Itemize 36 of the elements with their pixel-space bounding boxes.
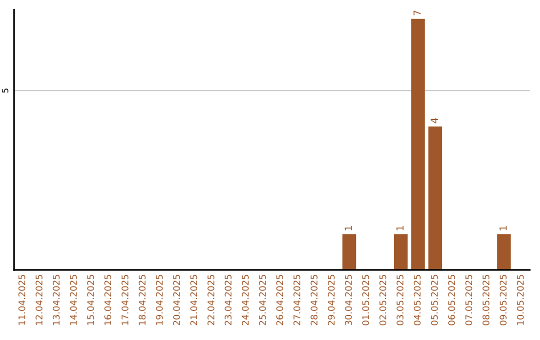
x-tick-label: 15.04.2025 bbox=[87, 274, 94, 325]
x-tick-label: 11.04.2025 bbox=[18, 274, 26, 325]
x-tick-label: 14.04.2025 bbox=[70, 274, 77, 325]
data-label: 1 bbox=[500, 226, 507, 230]
x-tick-label: 18.04.2025 bbox=[138, 274, 146, 325]
x-tick-label: 22.04.2025 bbox=[208, 274, 214, 326]
x-tick-label: 17.04.2025 bbox=[122, 274, 128, 325]
x-tick-label: 24.04.2025 bbox=[242, 274, 249, 326]
x-tick-label: 25.04.2025 bbox=[259, 274, 266, 326]
data-label: 1 bbox=[344, 226, 352, 230]
data-label: 1 bbox=[396, 226, 404, 230]
x-tick-label: 01.05.2025 bbox=[362, 274, 370, 326]
x-tick-label: 03.05.2025 bbox=[396, 274, 404, 326]
x-tick-label: 12.04.2025 bbox=[36, 274, 42, 325]
x-tick-label: 06.05.2025 bbox=[448, 274, 456, 326]
x-tick-label: 21.04.2025 bbox=[190, 274, 198, 326]
x-tick-label: 29.04.2025 bbox=[328, 274, 335, 326]
x-tick-label: 07.05.2025 bbox=[465, 274, 472, 326]
x-tick-label: 20.04.2025 bbox=[173, 274, 180, 326]
x-tick-label: 08.05.2025 bbox=[482, 274, 490, 326]
x-tick-label: 19.04.2025 bbox=[156, 274, 163, 325]
x-tick-label: 09.05.2025 bbox=[500, 274, 507, 326]
x-tick-label: 26.04.2025 bbox=[276, 274, 284, 326]
x-tick-label: 05.05.2025 bbox=[430, 274, 438, 326]
ref-line-label: 5 bbox=[2, 88, 8, 93]
x-tick-label: 16.04.2025 bbox=[104, 274, 112, 325]
x-tick-label: 30.04.2025 bbox=[345, 274, 352, 326]
x-tick-label: 27.04.2025 bbox=[293, 274, 300, 326]
x-tick-label: 23.04.2025 bbox=[224, 274, 232, 326]
data-label: 7 bbox=[414, 10, 421, 16]
x-tick-label: 28.04.2025 bbox=[310, 274, 318, 326]
x-tick-label: 02.05.2025 bbox=[379, 274, 386, 326]
x-tick-label: 10.05.2025 bbox=[516, 274, 524, 325]
x-tick-label: 13.04.2025 bbox=[52, 274, 60, 325]
data-label: 4 bbox=[430, 118, 438, 124]
x-tick-label: 04.05.2025 bbox=[414, 274, 421, 326]
